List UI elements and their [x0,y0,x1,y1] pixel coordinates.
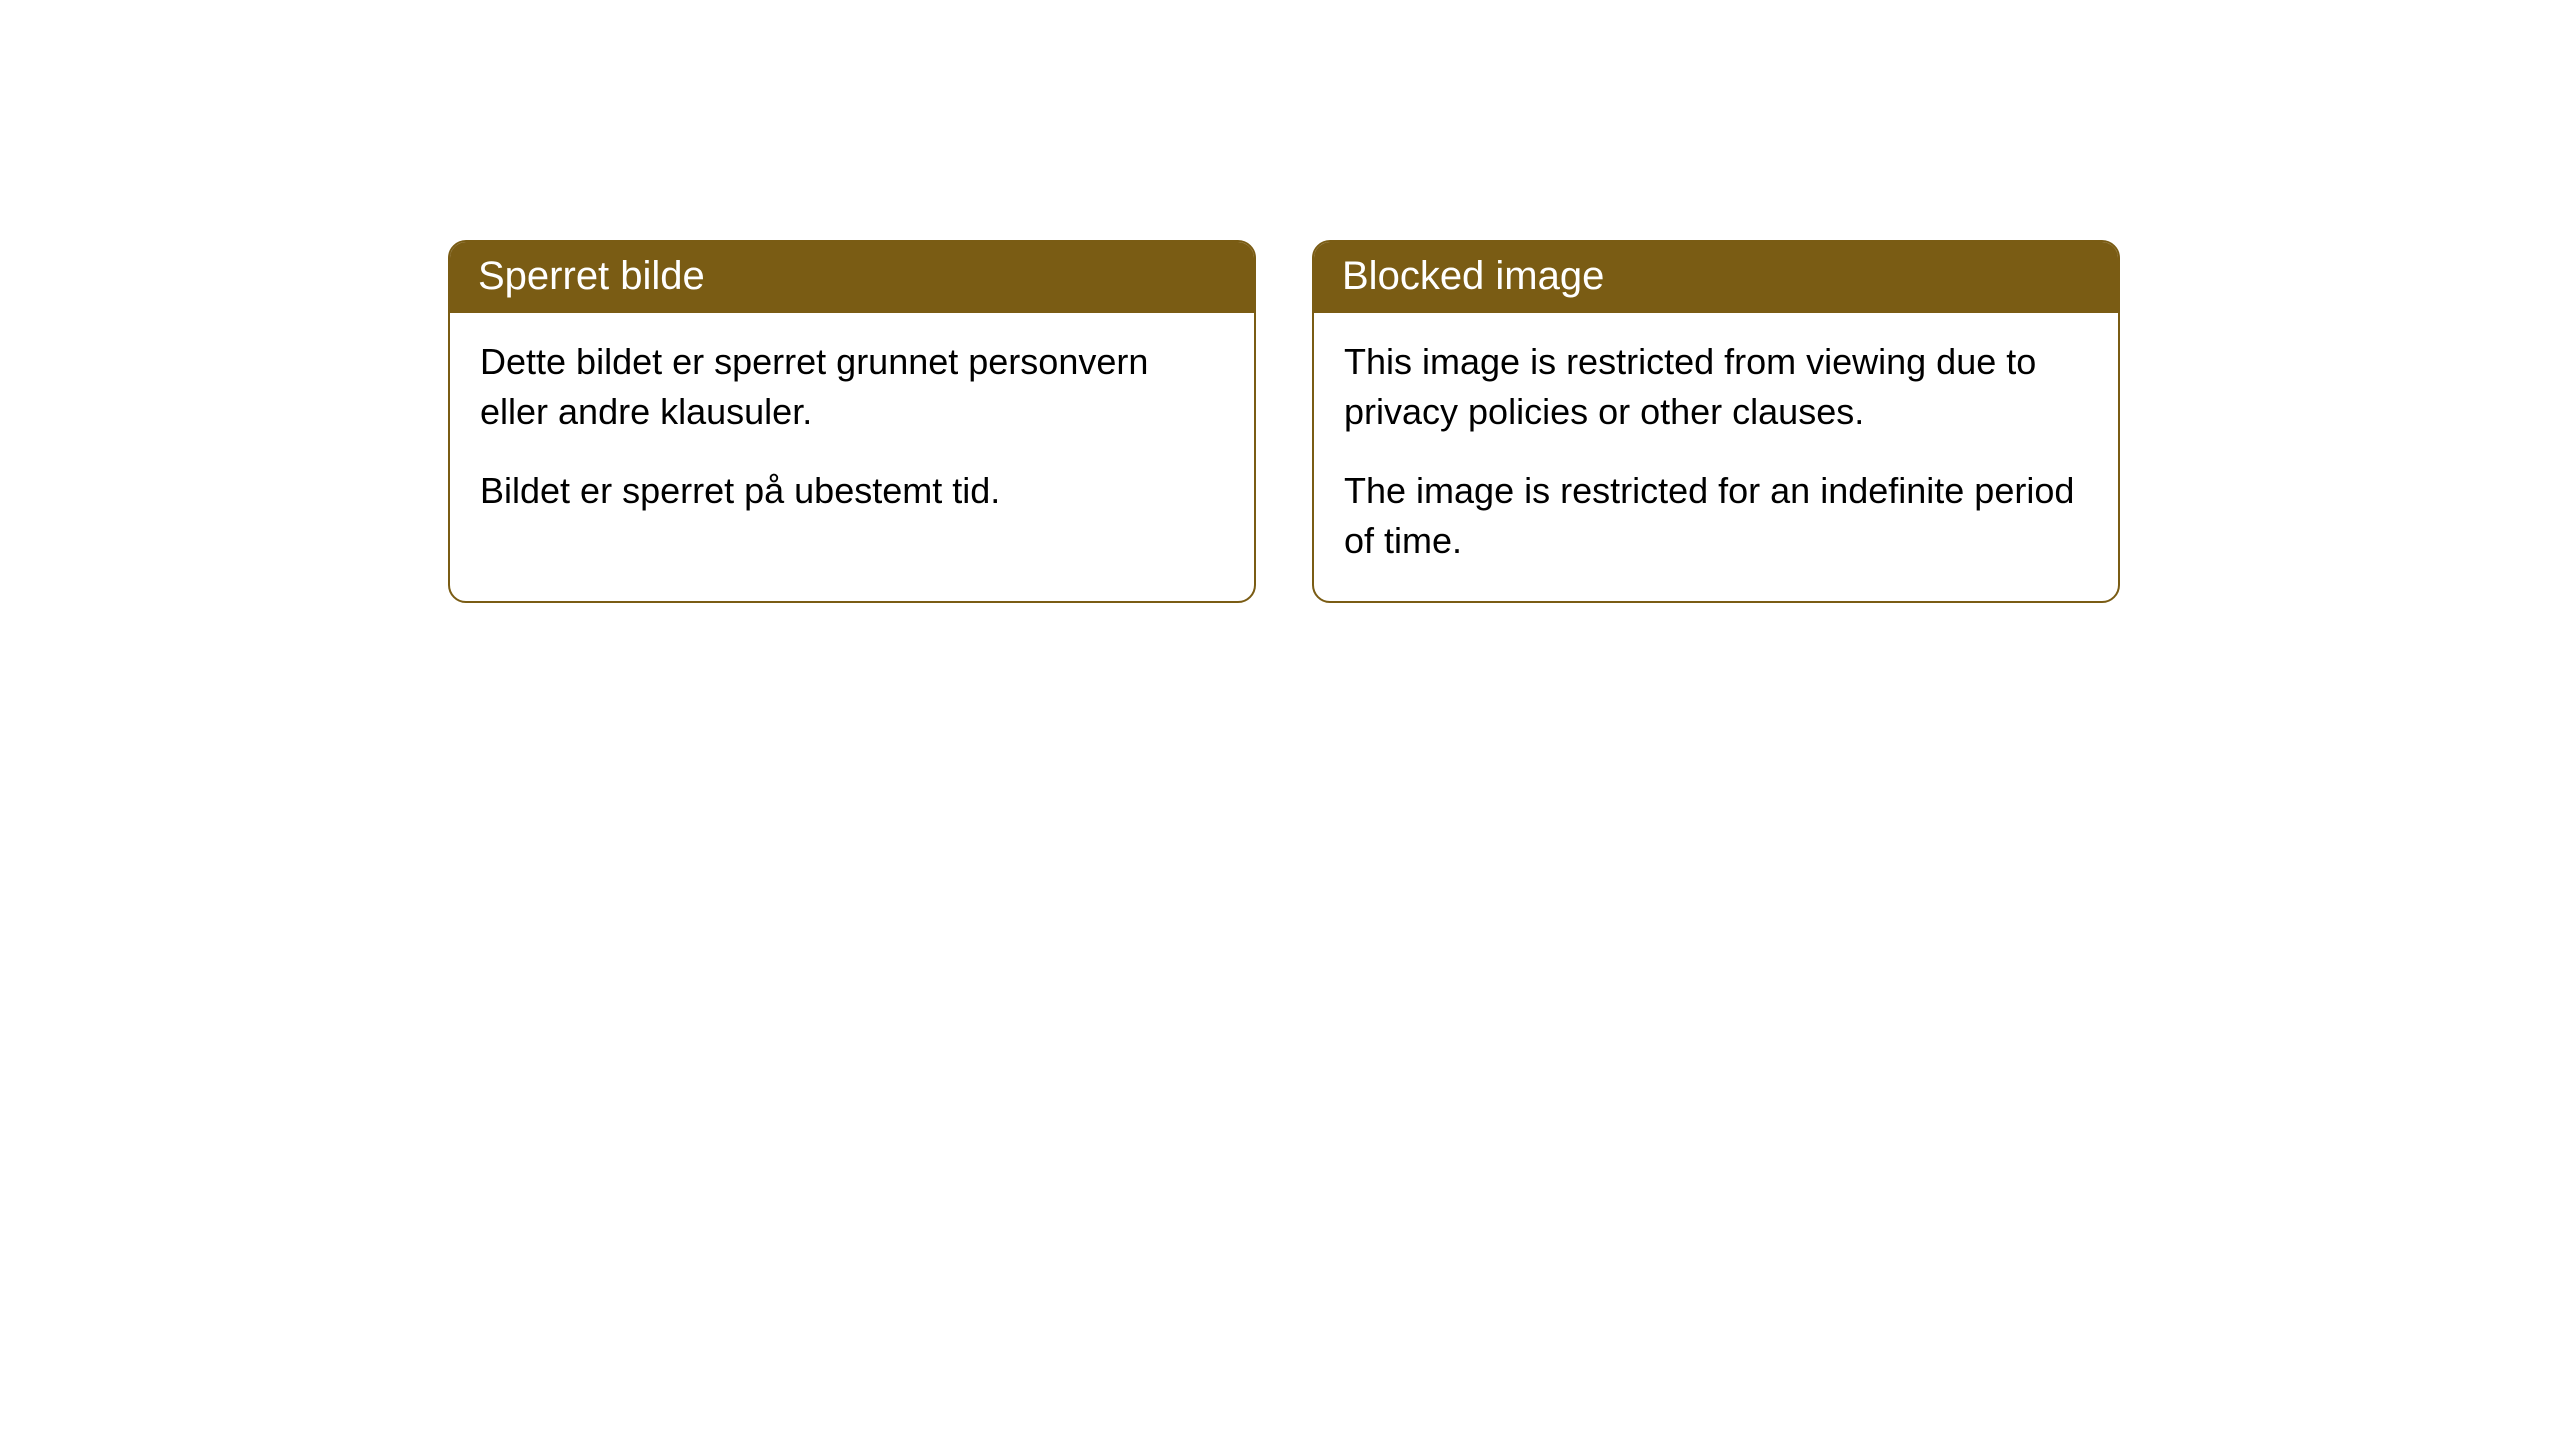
cards-container: Sperret bilde Dette bildet er sperret gr… [448,240,2120,603]
card-body-en: This image is restricted from viewing du… [1314,313,2118,601]
card-header-no: Sperret bilde [450,242,1254,313]
card-body-no: Dette bildet er sperret grunnet personve… [450,313,1254,550]
blocked-image-card-no: Sperret bilde Dette bildet er sperret gr… [448,240,1256,603]
blocked-image-card-en: Blocked image This image is restricted f… [1312,240,2120,603]
card-paragraph-no-2: Bildet er sperret på ubestemt tid. [480,466,1224,516]
card-paragraph-en-1: This image is restricted from viewing du… [1344,337,2088,438]
card-header-en: Blocked image [1314,242,2118,313]
card-paragraph-en-2: The image is restricted for an indefinit… [1344,466,2088,567]
card-paragraph-no-1: Dette bildet er sperret grunnet personve… [480,337,1224,438]
